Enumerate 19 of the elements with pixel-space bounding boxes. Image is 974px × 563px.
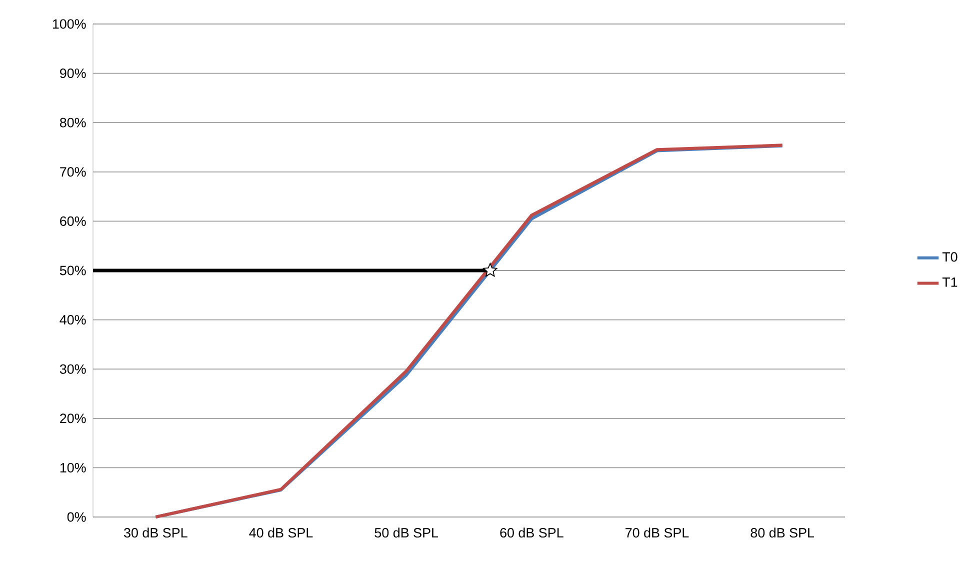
y-tick-label: 10% (60, 462, 86, 472)
x-tick-label: 70 dB SPL (626, 528, 689, 538)
x-tick-label: 40 dB SPL (249, 528, 313, 538)
x-tick-label: 60 dB SPL (500, 528, 564, 538)
y-tick-label: 20% (60, 414, 86, 424)
y-tick-label: 100% (52, 19, 86, 29)
y-tick-label: 40% (60, 315, 86, 325)
y-tick-label: 60% (60, 216, 86, 226)
y-tick-label: 30% (60, 364, 86, 374)
y-tick-label: 70% (60, 167, 86, 177)
y-tick-label: 0% (67, 512, 86, 522)
y-tick-label: 50% (60, 266, 86, 276)
x-tick-label: 80 dB SPL (750, 528, 814, 538)
legend-label: T0 (942, 252, 958, 262)
x-tick-label: 30 dB SPL (124, 528, 188, 538)
x-tick-label: 50 dB SPL (374, 528, 438, 538)
legend-label: T1 (942, 278, 958, 287)
y-tick-label: 90% (60, 68, 86, 78)
y-tick-label: 80% (60, 118, 86, 128)
